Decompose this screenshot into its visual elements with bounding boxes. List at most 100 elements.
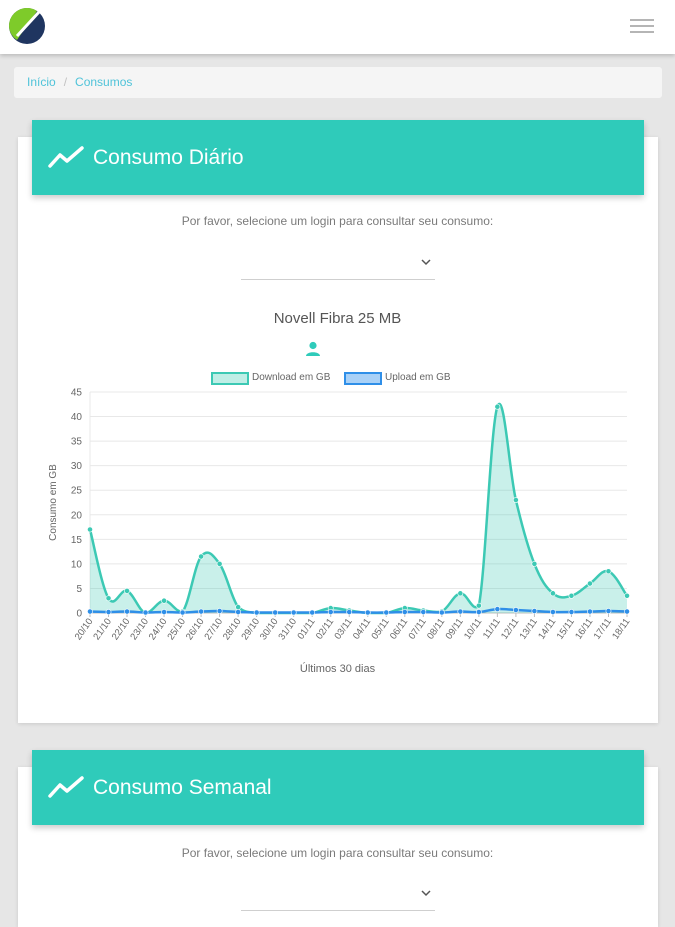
data-point-download <box>512 497 519 503</box>
data-point-download <box>587 580 593 587</box>
data-point-upload <box>161 609 167 615</box>
x-tick-label: 20/10 <box>73 616 96 642</box>
x-tick-label: 03/11 <box>332 616 354 641</box>
legend-upload-swatch <box>344 372 382 385</box>
daily-consumption-card <box>18 137 658 723</box>
trend-icon <box>48 776 84 798</box>
daily-card-title: Consumo Diário <box>93 146 244 169</box>
x-tick-label: 05/11 <box>369 616 391 641</box>
x-tick-label: 12/11 <box>499 616 521 641</box>
breadcrumb-home-link[interactable]: Início <box>27 75 56 89</box>
data-point-upload <box>235 609 242 615</box>
data-point-upload <box>216 608 223 614</box>
legend-download-label: Download em GB <box>252 372 331 383</box>
top-bar <box>0 0 675 54</box>
data-point-upload <box>531 608 538 614</box>
data-point-download <box>568 592 575 599</box>
data-point-upload <box>587 608 593 615</box>
data-point-upload <box>253 609 260 616</box>
y-tick-label: 0 <box>76 609 82 620</box>
y-tick-label: 20 <box>71 510 83 521</box>
weekly-select-prompt: Por favor, selecione um login para consu… <box>181 846 494 860</box>
chevron-down-icon <box>421 890 431 897</box>
data-point-download <box>475 602 482 609</box>
x-tick-label: 13/11 <box>518 616 540 641</box>
data-point-upload <box>475 609 482 615</box>
data-point-upload <box>457 608 464 615</box>
x-tick-label: 04/11 <box>351 616 373 641</box>
data-point-download <box>624 592 630 599</box>
x-tick-label: 14/11 <box>536 616 558 641</box>
y-tick-label: 30 <box>71 461 83 472</box>
daily-select-prompt: Por favor, selecione um login para consu… <box>181 214 494 228</box>
data-point-upload <box>568 609 575 615</box>
y-tick-label: 45 <box>71 388 83 399</box>
x-tick-label: 21/10 <box>91 616 114 642</box>
weekly-login-select[interactable] <box>241 882 435 911</box>
logo[interactable] <box>7 6 47 46</box>
y-tick-label: 5 <box>76 584 82 595</box>
data-point-upload <box>179 609 186 616</box>
data-point-upload <box>142 609 149 616</box>
x-tick-label: 27/10 <box>202 616 225 642</box>
y-tick-label: 25 <box>71 486 83 497</box>
x-tick-label: 10/11 <box>462 616 484 641</box>
x-tick-label: 18/11 <box>610 616 632 641</box>
y-axis-title: Consumo em GB <box>48 464 59 541</box>
data-point-download <box>457 590 464 597</box>
data-point-download <box>494 403 501 410</box>
legend-download-swatch <box>211 372 249 385</box>
data-point-download <box>198 553 205 560</box>
x-tick-label: 02/11 <box>314 616 336 641</box>
data-point-upload <box>198 608 205 615</box>
breadcrumb-current[interactable]: Consumos <box>75 75 133 89</box>
x-tick-label: 09/11 <box>444 616 466 641</box>
weekly-card-title: Consumo Semanal <box>93 776 272 799</box>
data-point-upload <box>605 608 612 614</box>
x-tick-label: 15/11 <box>555 616 577 641</box>
x-tick-label: 22/10 <box>110 616 133 642</box>
data-point-download <box>124 587 130 594</box>
x-tick-label: 06/11 <box>388 616 410 641</box>
data-point-upload <box>401 609 408 615</box>
x-tick-label: 07/11 <box>407 616 429 641</box>
data-point-download <box>235 604 242 611</box>
legend-upload-label: Upload em GB <box>385 372 451 383</box>
data-point-upload <box>290 609 297 616</box>
x-tick-label: 25/10 <box>165 616 188 642</box>
daily-login-select[interactable] <box>241 251 435 280</box>
data-point-upload <box>105 609 112 615</box>
daily-card-header: Consumo Diário <box>32 120 644 195</box>
breadcrumb-separator: / <box>63 75 68 89</box>
data-point-upload <box>512 607 519 613</box>
menu-icon[interactable] <box>630 19 654 35</box>
data-point-upload <box>550 609 556 615</box>
data-point-upload <box>420 609 427 615</box>
data-point-upload <box>272 609 279 616</box>
data-point-upload <box>624 608 630 615</box>
y-tick-label: 40 <box>71 412 83 423</box>
x-tick-label: 29/10 <box>239 616 262 642</box>
data-point-download <box>550 590 556 597</box>
x-tick-label: 30/10 <box>258 616 281 642</box>
x-tick-label: 24/10 <box>147 616 170 642</box>
data-point-upload <box>124 608 130 615</box>
x-tick-label: 23/10 <box>128 616 151 642</box>
x-tick-label: 01/11 <box>295 616 317 641</box>
data-point-download <box>605 568 612 575</box>
data-point-upload <box>383 609 390 616</box>
data-point-upload <box>327 609 334 615</box>
user-icon <box>306 341 320 356</box>
data-point-upload <box>494 606 501 612</box>
trend-icon <box>48 146 84 168</box>
series-area-download <box>90 403 627 613</box>
x-tick-label: 08/11 <box>425 616 447 641</box>
data-point-download <box>161 597 167 604</box>
x-tick-label: 28/10 <box>221 616 244 642</box>
chevron-down-icon <box>421 259 431 266</box>
daily-consumption-chart: 0 5 10 15 20 25 30 35 40 45 Consumo em GB 20/1021/1… <box>48 388 632 643</box>
data-point-download <box>87 526 93 533</box>
x-tick-label: 26/10 <box>184 616 207 642</box>
breadcrumb: Início / Consumos <box>14 67 662 98</box>
data-point-upload <box>87 608 93 615</box>
